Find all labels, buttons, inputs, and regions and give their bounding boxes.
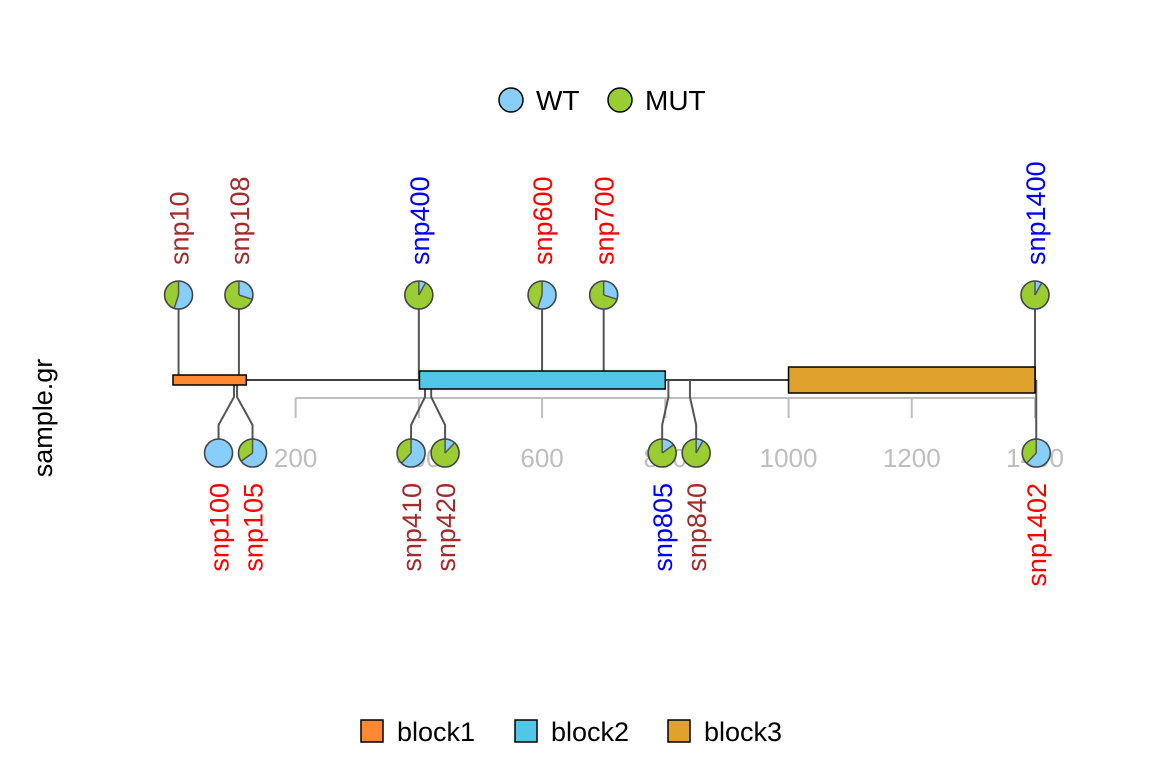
pie-outline-snp700	[588, 280, 619, 310]
legend-label-block1: block1	[397, 717, 475, 747]
pie-outline-snp420	[430, 438, 460, 468]
snp-label-snp400: snp400	[405, 176, 435, 265]
pie-divider-snp108	[238, 294, 253, 301]
pie-slice-wt-snp700	[603, 281, 618, 300]
x-tick-label-1000: 1000	[760, 443, 818, 473]
pie-outline-snp805	[647, 438, 677, 468]
stem-snp805	[661, 380, 670, 439]
snp-label-snp420: snp420	[431, 483, 461, 572]
legend-label-mut: MUT	[645, 85, 706, 116]
snp-label-snp10: snp10	[165, 191, 195, 265]
pie-snp10	[163, 280, 194, 310]
pie-slice-mut-snp10	[164, 281, 179, 309]
legend-swatch-block1	[360, 719, 384, 743]
pie-outline-snp410	[396, 438, 426, 468]
pie-divider-snp840	[695, 440, 704, 454]
pie-snp700	[588, 280, 619, 310]
pie-slice-mut-snp600	[528, 281, 543, 309]
stem-snp100	[217, 380, 235, 439]
pie-snp108	[224, 280, 254, 310]
pie-divider-snp410	[400, 452, 412, 464]
pie-snp105	[237, 438, 268, 468]
pie-snp410	[396, 438, 426, 468]
legend-swatch-mut	[607, 87, 633, 113]
legend-label-block3: block3	[704, 717, 782, 747]
pie-divider-snp400	[418, 282, 427, 296]
pie-snp840	[681, 438, 711, 468]
snp-label-snp600: snp600	[528, 176, 558, 265]
pie-outline-snp1402	[1021, 438, 1052, 468]
x-tick-label-600: 600	[520, 443, 563, 473]
x-tick-label-1200: 1200	[883, 443, 941, 473]
pie-slice-wt-snp1402	[1026, 439, 1051, 467]
pie-snp420	[430, 438, 460, 468]
feature-block1	[172, 374, 248, 386]
pie-outline-snp840	[681, 438, 711, 468]
pie-snp100	[203, 438, 234, 468]
pie-outline-snp108	[224, 280, 254, 310]
snp-label-snp410: snp410	[397, 483, 427, 572]
pie-outline-snp400	[404, 280, 434, 310]
snp-label-snp108: snp108	[225, 176, 255, 265]
snp-label-snp700: snp700	[590, 176, 620, 265]
pie-outline-snp1400	[1020, 280, 1050, 310]
legend-swatch-block2	[514, 719, 538, 743]
pie-divider-snp105	[240, 452, 253, 462]
pie-divider-snp10	[173, 294, 180, 309]
pie-slice-wt-snp105	[241, 439, 267, 468]
pie-slice-mut-snp410	[397, 439, 412, 464]
feature-block3	[787, 366, 1036, 394]
pie-outline-snp600	[527, 280, 557, 310]
pie-outline-snp105	[237, 438, 268, 468]
legend-swatch-wt	[498, 87, 524, 113]
pie-snp400	[404, 280, 434, 310]
pie-snp805	[647, 438, 677, 468]
snp-label-snp1402: snp1402	[1022, 483, 1052, 587]
pie-snp1400	[1020, 280, 1050, 310]
pie-divider-snp600	[537, 294, 543, 309]
pie-divider-snp805	[661, 444, 674, 454]
legend-swatch-block3	[667, 719, 691, 743]
stem-snp840	[688, 380, 698, 439]
pie-divider-snp700	[603, 294, 618, 301]
feature-legend: block1 block2 block3	[360, 717, 782, 747]
pie-snp600	[527, 280, 557, 310]
snp-label-snp805: snp805	[648, 483, 678, 572]
stem-snp105	[236, 380, 254, 439]
pie-divider-snp1402	[1026, 452, 1037, 464]
snp-stems	[177, 309, 1038, 439]
pie-slice-wt-snp100	[204, 439, 233, 467]
pie-slice-wt-snp410	[401, 438, 426, 467]
pie-divider-snp420	[444, 442, 456, 454]
pie-slice-wt-snp108	[238, 281, 253, 300]
pie-outline-snp10	[163, 280, 194, 310]
pie-slice-mut-snp1402	[1022, 439, 1037, 464]
snp-label-snp840: snp840	[682, 483, 712, 572]
pie-divider-snp1400	[1034, 282, 1043, 296]
legend-label-wt: WT	[536, 85, 580, 116]
snp-pies	[163, 280, 1052, 468]
pie-outline-snp100	[203, 438, 234, 468]
snp-label-snp100: snp100	[205, 483, 235, 572]
y-axis-label: sample.gr	[28, 359, 58, 478]
pie-snp1402	[1021, 438, 1052, 468]
x-axis: 200400600800100012001400	[274, 397, 1064, 473]
feature-blocks	[172, 366, 1036, 394]
snp-labels: snp10 snp108 snp400 snp600 snp700 snp1400 snp1…	[165, 161, 1053, 586]
snp-label-snp105: snp105	[239, 483, 269, 572]
x-tick-label-200: 200	[274, 443, 317, 473]
snp-label-snp1400: snp1400	[1021, 161, 1051, 265]
pie-legend: WT MUT	[498, 85, 706, 116]
legend-label-block2: block2	[551, 717, 629, 747]
feature-block2	[418, 370, 667, 390]
